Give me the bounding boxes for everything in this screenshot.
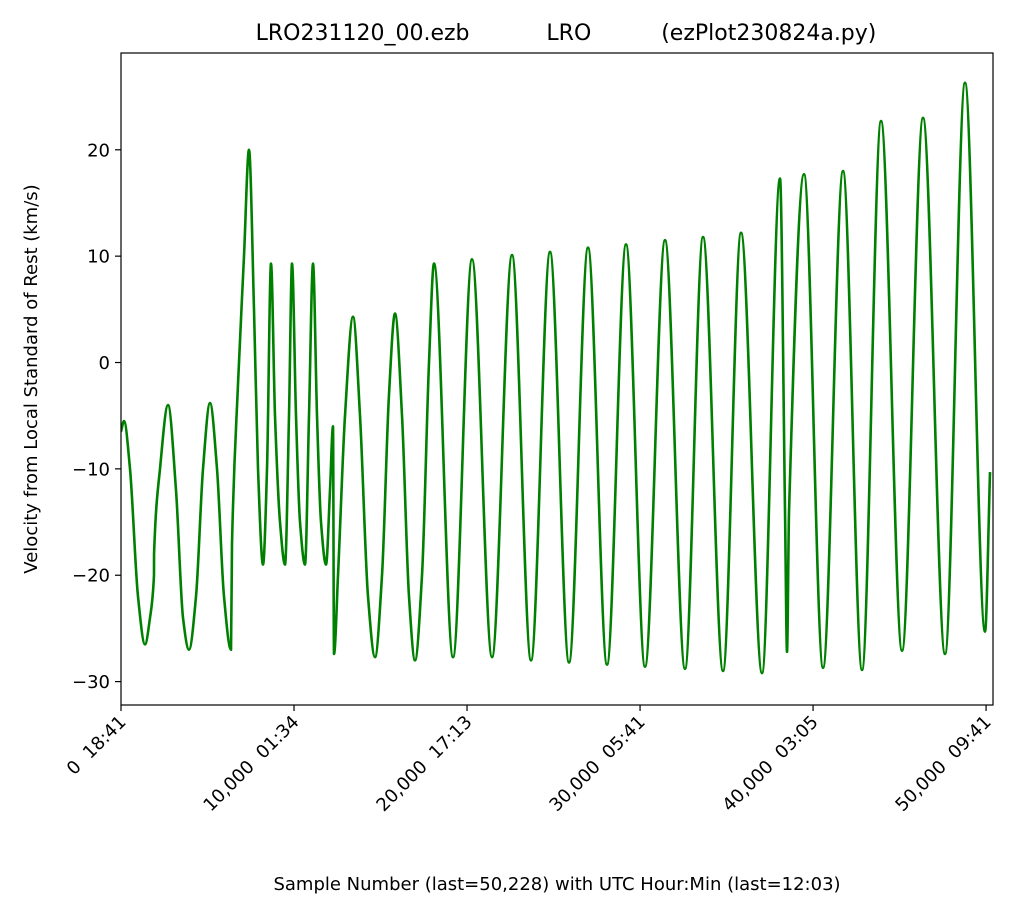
data-line xyxy=(121,81,992,675)
x-axis-label: Sample Number (last=50,228) with UTC Hou… xyxy=(273,874,840,895)
chart-title: LRO231120_00.ezb LRO (ezPlot230824a.py) xyxy=(256,21,877,46)
y-tick-label: −30 xyxy=(72,672,110,693)
y-tick-label: 0 xyxy=(99,353,110,374)
plot-frame xyxy=(120,52,994,706)
y-tick-label: 20 xyxy=(87,140,110,161)
y-tick-label: −20 xyxy=(72,566,110,587)
y-tick-label: 10 xyxy=(87,247,110,268)
y-tick-label: −10 xyxy=(72,459,110,480)
y-axis-label: Velocity from Local Standard of Rest (km… xyxy=(21,184,42,573)
